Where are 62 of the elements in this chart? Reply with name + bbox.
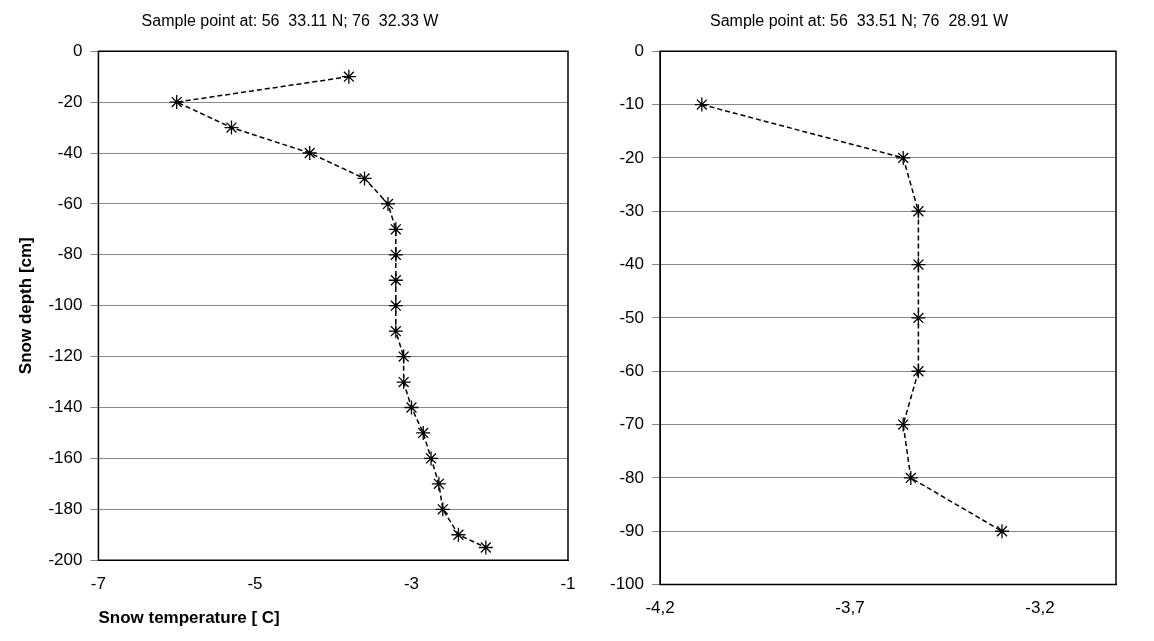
point [415,425,431,441]
point [910,256,927,273]
point [388,221,404,237]
point [388,323,404,339]
point [403,399,420,416]
point [302,145,318,161]
point [478,539,494,556]
point [223,119,240,136]
y-tick-label: -80 [57,244,83,264]
x-tick-label: -1 [560,574,576,594]
y-tick-label: -100 [609,574,645,594]
y-tick-label: -70 [619,414,645,434]
point [388,272,404,288]
x-axis-title: Snow temperature [ C] [98,608,280,628]
point [694,96,710,113]
point [910,363,927,379]
point [895,416,911,433]
y-tick-label: -140 [48,397,83,417]
y-tick-label: -60 [619,360,645,380]
chart-title: Sample point at: 56 33.11 N; 76 32.33 W [141,12,440,30]
point [423,450,439,467]
point [903,470,919,486]
y-tick-label: -20 [57,91,83,111]
x-tick-label: -3,7 [835,598,865,618]
y-tick-label: -90 [619,520,645,540]
y-tick-label: -180 [48,498,83,518]
y-tick-label: -40 [619,254,645,274]
x-tick-label: -4,2 [645,598,675,618]
y-tick-label: -120 [48,346,83,366]
y-axis-title: Snow depth [cm] [15,237,35,375]
point [431,476,447,492]
x-tick-label: -5 [247,574,263,594]
point [396,348,412,365]
point [388,298,404,314]
chart-title: Sample point at: 56 33.51 N; 76 28.91 W [710,12,1009,30]
point [356,170,373,187]
point [450,527,467,543]
point [396,374,412,390]
x-tick-label: -3 [403,574,420,594]
x-tick-label: -7 [90,574,106,594]
point [435,501,451,517]
point [910,203,927,219]
point [994,523,1010,539]
y-tick-label: -160 [48,448,83,468]
point [895,150,911,166]
y-tick-label: -80 [619,467,645,487]
y-tick-label: 0 [634,40,645,60]
y-tick-label: -100 [48,295,83,315]
y-tick-label: 0 [72,40,83,60]
point [380,196,396,212]
point [341,69,357,85]
y-tick-label: -10 [619,94,645,114]
y-tick-label: -200 [48,549,83,569]
y-tick-label: -20 [619,147,645,167]
point [169,94,185,110]
point [388,247,404,263]
y-tick-label: -50 [619,307,645,327]
x-tick-label: -3,2 [1025,598,1055,618]
y-tick-label: -60 [57,193,83,213]
point [910,310,927,326]
y-tick-label: -30 [619,200,645,220]
y-tick-label: -40 [57,142,83,162]
